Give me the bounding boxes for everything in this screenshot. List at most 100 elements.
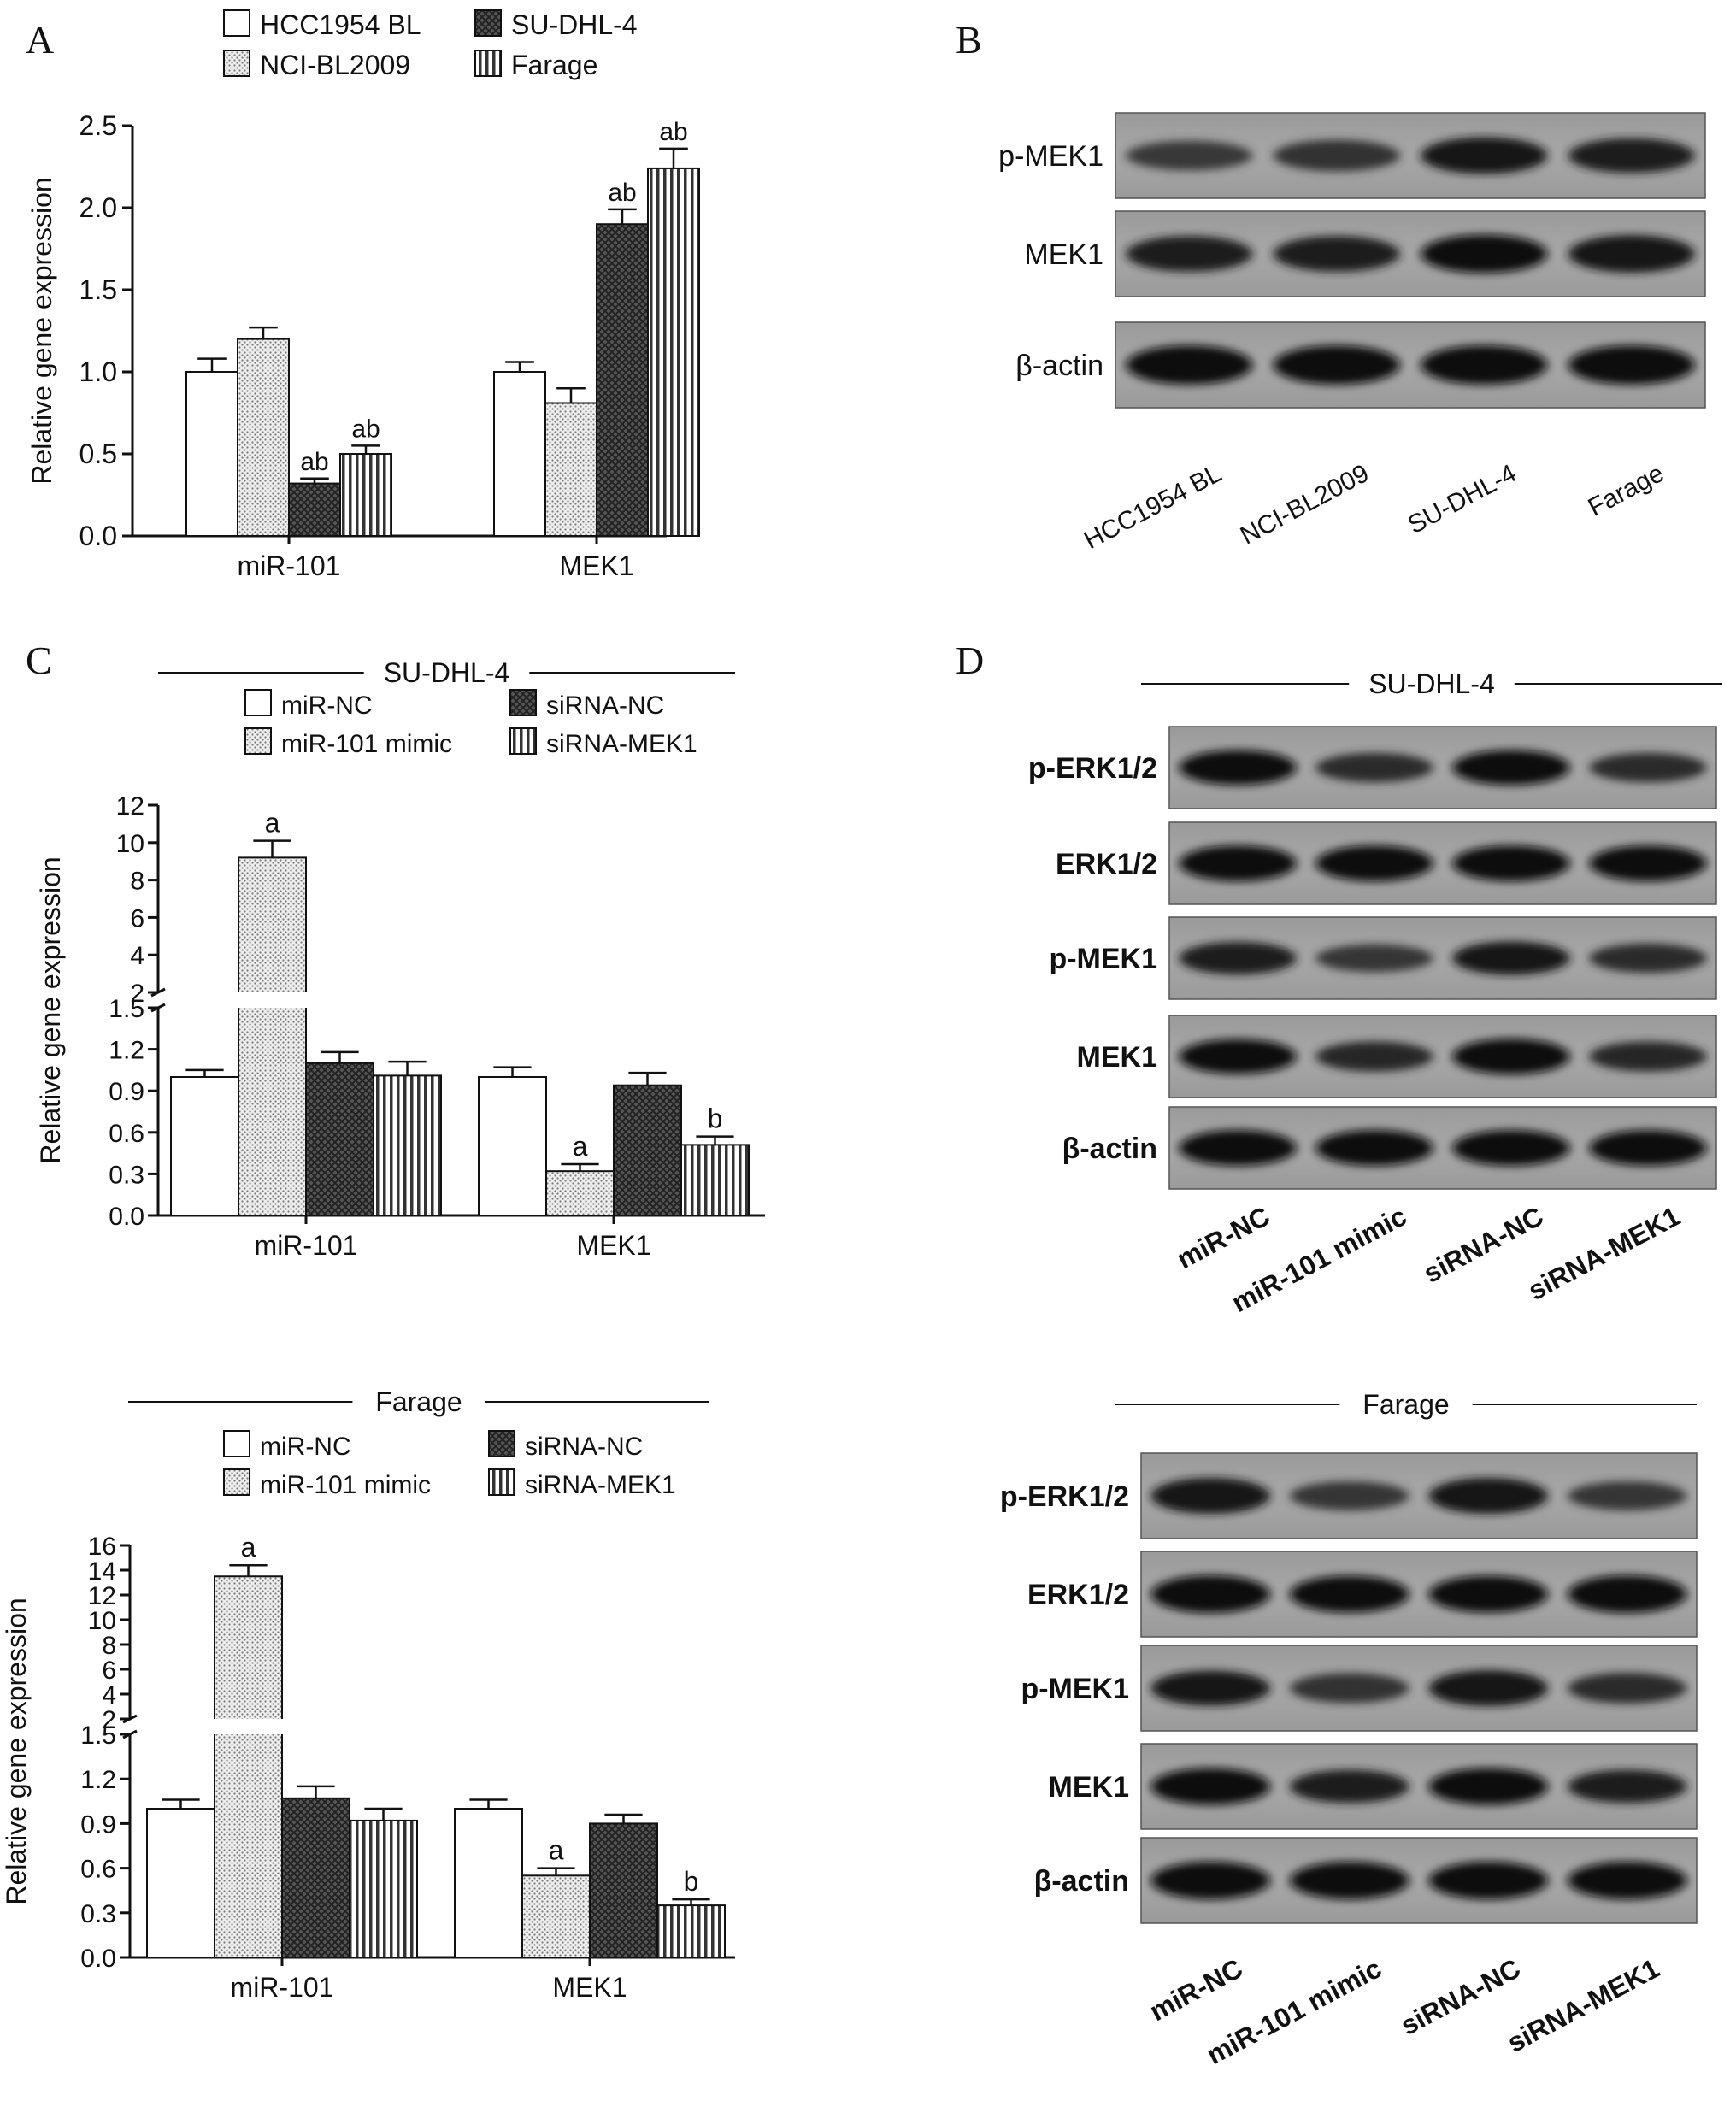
- blot-band: [1421, 234, 1548, 274]
- legend-label: siRNA-NC: [546, 692, 664, 720]
- y-tick-label: 16: [88, 1533, 116, 1561]
- legend-swatch: [223, 1468, 250, 1496]
- legend-label: SU-DHL-4: [511, 9, 638, 40]
- legend-swatch: [488, 1430, 515, 1457]
- y-tick-label: 2: [130, 980, 144, 1008]
- significance-label: a: [549, 1835, 564, 1866]
- blot-band: [1452, 1130, 1570, 1166]
- y-axis-label: Relative gene expression: [26, 177, 57, 484]
- blot-lane-label: miR-NC: [1145, 1952, 1247, 2027]
- bar: [238, 1000, 306, 1215]
- blot-band: [1150, 1862, 1271, 1899]
- section-header: SU-DHL-4: [1368, 668, 1495, 699]
- bar: [545, 1170, 615, 1217]
- significance-label: b: [708, 1103, 723, 1134]
- bar: [281, 1797, 350, 1959]
- y-tick-label: 1.5: [79, 274, 117, 305]
- panel-letter-b: B: [956, 18, 982, 62]
- y-tick-label: 1.0: [79, 356, 117, 387]
- legend-swatch: [223, 1430, 250, 1457]
- y-tick-label: 1.5: [109, 995, 144, 1023]
- y-tick-label: 12: [116, 792, 144, 821]
- blot-band: [1452, 845, 1570, 881]
- blot-band: [1452, 941, 1570, 975]
- blot-band: [1567, 1862, 1687, 1899]
- y-tick-label: 0.3: [109, 1161, 144, 1189]
- bar: [288, 482, 341, 537]
- blot-band: [1315, 1041, 1433, 1072]
- bar: [656, 1904, 726, 1959]
- blot-band: [1126, 140, 1253, 171]
- blot-band: [1273, 236, 1400, 272]
- legend-label: miR-101 mimic: [260, 1471, 431, 1499]
- y-axis-label: Relative gene expression: [35, 856, 66, 1163]
- blot-lane-label: Farage: [1584, 459, 1668, 522]
- blot-band: [1150, 1477, 1271, 1515]
- y-tick-label: 12: [88, 1582, 116, 1610]
- y-tick-label: 1.2: [109, 1037, 144, 1065]
- x-tick-label: MEK1: [552, 1972, 627, 2003]
- blot-row-label: MEK1: [1024, 238, 1103, 271]
- blot-row-label: ERK1/2: [1056, 848, 1157, 880]
- section-header: Farage: [1362, 1389, 1449, 1420]
- blot-band: [1589, 845, 1707, 881]
- legend-swatch: [509, 727, 537, 755]
- bar-upper: [215, 1576, 282, 1727]
- y-tick-label: 1.5: [80, 1721, 116, 1750]
- y-tick-label: 1.2: [80, 1766, 116, 1794]
- blot-band: [1428, 1669, 1549, 1707]
- blot-row-label: β-actin: [1015, 350, 1103, 382]
- blot-band: [1289, 1769, 1409, 1804]
- legend-swatch: [474, 9, 502, 37]
- y-tick-label: 6: [102, 1657, 116, 1685]
- blot-lane-label: miR-NC: [1172, 1200, 1274, 1274]
- legend-label: siRNA-NC: [525, 1433, 643, 1461]
- blot-band: [1179, 1039, 1297, 1074]
- bar: [613, 1084, 682, 1216]
- y-tick-label: 4: [130, 942, 144, 970]
- y-tick-label: 2: [102, 1706, 116, 1734]
- y-tick-label: 0.5: [79, 438, 117, 469]
- blot-band: [1150, 1670, 1271, 1706]
- blot-band: [1567, 1480, 1687, 1511]
- blot-band: [1421, 345, 1548, 385]
- legend-label: HCC1954 BL: [260, 9, 421, 40]
- bar: [349, 1819, 418, 1958]
- blot-band: [1179, 845, 1297, 881]
- x-tick-label: miR-101: [238, 550, 341, 581]
- significance-label: ab: [608, 179, 636, 207]
- blot-lane-label: HCC1954 BL: [1080, 459, 1227, 555]
- blot-lane-label: NCI-BL2009: [1236, 459, 1374, 550]
- blot-band: [1428, 1575, 1549, 1613]
- legend-swatch: [223, 50, 250, 77]
- blot-row-label: ERK1/2: [1027, 1579, 1129, 1611]
- blot-lane-label: siRNA-MEK1: [1523, 1200, 1686, 1306]
- blot-lane-label: siRNA-MEK1: [1502, 1952, 1664, 2058]
- bar: [493, 371, 546, 537]
- y-tick-label: 0.6: [80, 1856, 116, 1884]
- y-tick-label: 0.3: [80, 1900, 116, 1928]
- blot-band: [1589, 752, 1707, 783]
- blot-band: [1428, 1862, 1549, 1899]
- blot-band: [1428, 1477, 1549, 1515]
- x-tick-label: miR-101: [231, 1972, 334, 2003]
- legend-swatch: [474, 50, 502, 77]
- blot-lane-label: SU-DHL-4: [1404, 459, 1521, 539]
- chart-c-su-dhl-4: SU-DHL-4 miR-NC siRNA-NC miR-101 mimic siRNA…: [35, 657, 765, 1261]
- legend-label: Farage: [511, 50, 597, 80]
- legend-swatch: [509, 689, 537, 716]
- y-tick-label: 2.0: [79, 192, 117, 223]
- blot-band: [1421, 137, 1548, 174]
- y-tick-label: 0.0: [79, 521, 117, 551]
- bar: [185, 371, 238, 537]
- y-tick-label: 0.9: [80, 1810, 116, 1839]
- blot-band: [1150, 1575, 1271, 1613]
- blot-band: [1179, 941, 1297, 975]
- blot-d-su-dhl-4: SU-DHL-4 p-ERK1/2 ERK1/2 p-MEK1 MEK1 β-actin m…: [1028, 668, 1722, 1318]
- blot-band: [1428, 1768, 1549, 1805]
- bar-upper: [238, 857, 306, 1000]
- blot-band: [1589, 943, 1707, 974]
- bar: [237, 338, 290, 537]
- legend-swatch: [244, 689, 272, 716]
